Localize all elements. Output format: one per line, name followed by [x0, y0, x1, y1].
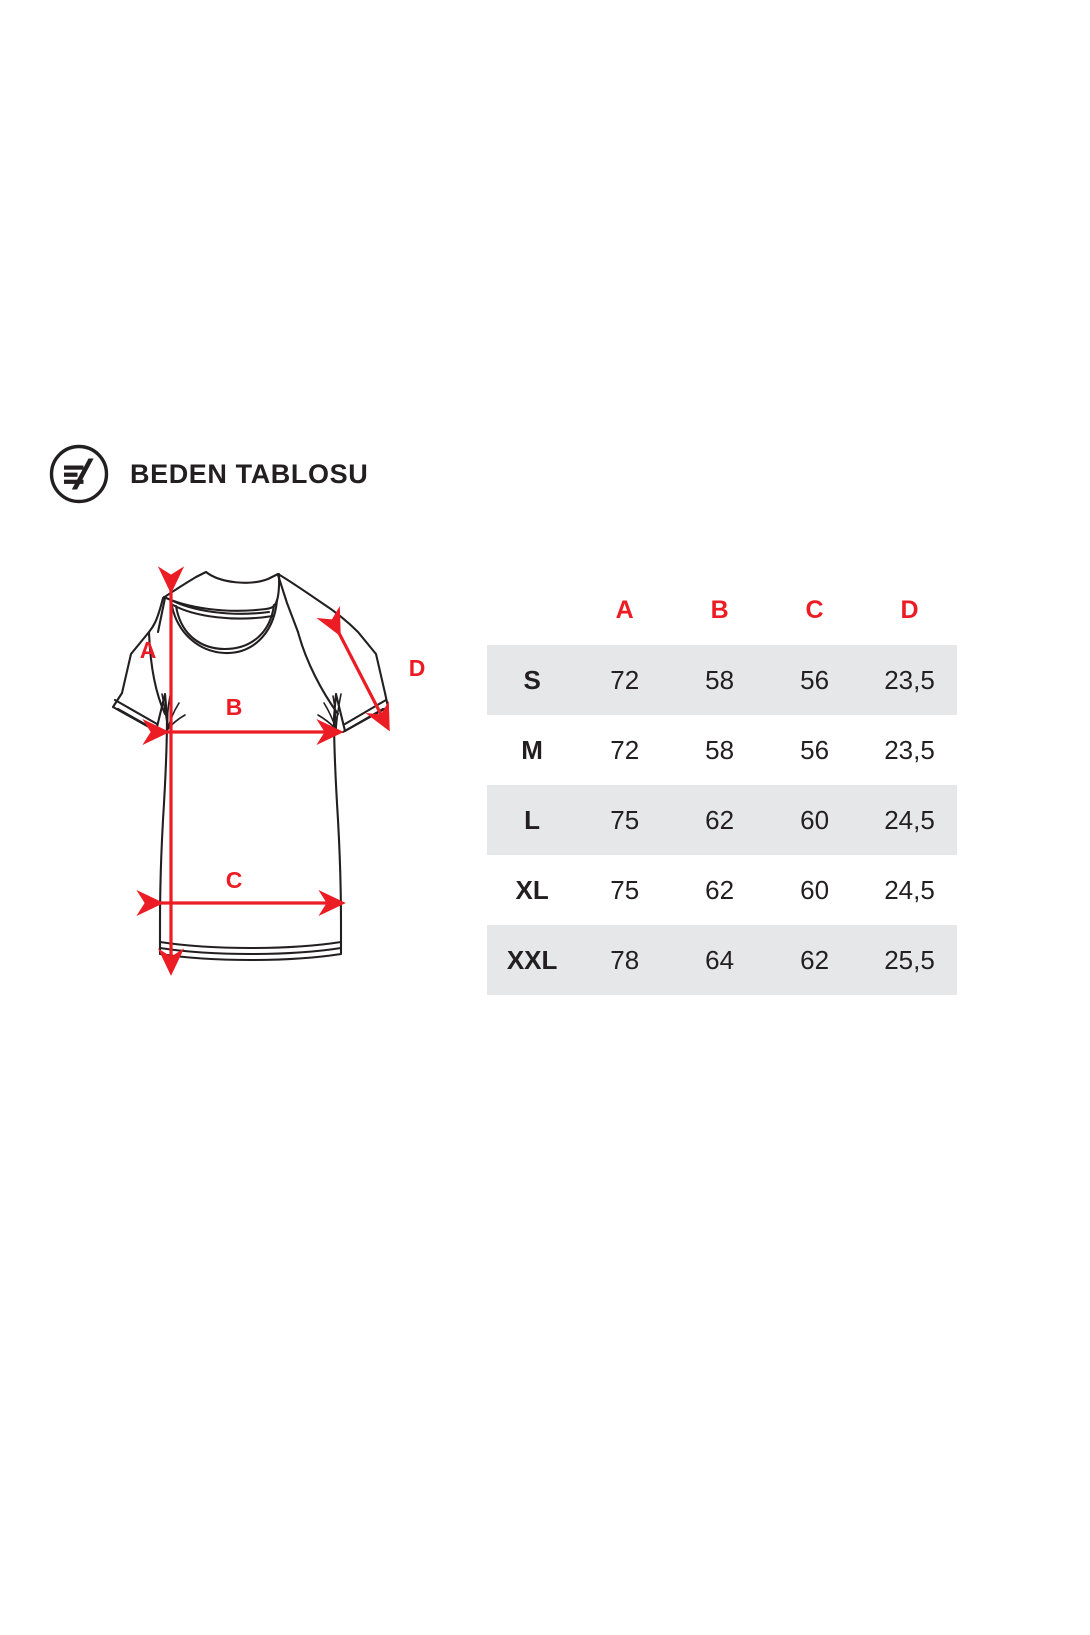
tshirt-measurement-diagram: A B C D [40, 548, 470, 1018]
cell-d: 25,5 [862, 925, 957, 995]
cell-c: 60 [767, 785, 863, 855]
measure-label-a: A [140, 637, 157, 663]
cell-d: 23,5 [862, 715, 957, 785]
table-row: L 75 62 60 24,5 [487, 785, 957, 855]
cell-c: 62 [767, 925, 863, 995]
cell-size: XXL [487, 925, 578, 995]
cell-b: 58 [672, 715, 768, 785]
column-header-size [487, 596, 577, 645]
column-header-a: A [615, 596, 634, 624]
cell-size: M [487, 715, 578, 785]
cell-a: 78 [577, 925, 673, 995]
cell-c: 56 [767, 645, 863, 715]
cell-d: 23,5 [862, 645, 957, 715]
column-header-b: B [710, 596, 729, 624]
cell-b: 64 [672, 925, 768, 995]
cell-d: 24,5 [862, 785, 957, 855]
table-row: XXL 78 64 62 25,5 [487, 925, 957, 995]
measure-label-c: C [226, 867, 243, 893]
cell-size: XL [487, 855, 578, 925]
size-chart-table: A B C D S 72 58 56 23,5 M 72 58 56 23,5 … [487, 596, 957, 995]
column-header-c: C [805, 596, 824, 624]
cell-size: S [487, 645, 578, 715]
cell-b: 58 [672, 645, 768, 715]
column-header-d: D [900, 596, 919, 624]
measure-arrow-d [316, 605, 390, 732]
table-header-row: A B C D [487, 596, 957, 645]
cell-b: 62 [672, 855, 768, 925]
cell-a: 75 [577, 855, 673, 925]
cell-c: 56 [767, 715, 863, 785]
table-row: M 72 58 56 23,5 [487, 715, 957, 785]
page-title: BEDEN TABLOSU [130, 458, 369, 489]
measure-label-b: B [226, 694, 243, 720]
table-row: S 72 58 56 23,5 [487, 645, 957, 715]
brand-header: BEDEN TABLOSU [48, 443, 368, 505]
cell-a: 75 [577, 785, 673, 855]
cell-size: L [487, 785, 578, 855]
cell-d: 24,5 [862, 855, 957, 925]
ez-monogram-circle-logo [48, 443, 110, 505]
table-row: XL 75 62 60 24,5 [487, 855, 957, 925]
cell-a: 72 [577, 715, 673, 785]
cell-b: 62 [672, 785, 768, 855]
cell-c: 60 [767, 855, 863, 925]
cell-a: 72 [577, 645, 673, 715]
measure-label-d: D [409, 655, 426, 681]
